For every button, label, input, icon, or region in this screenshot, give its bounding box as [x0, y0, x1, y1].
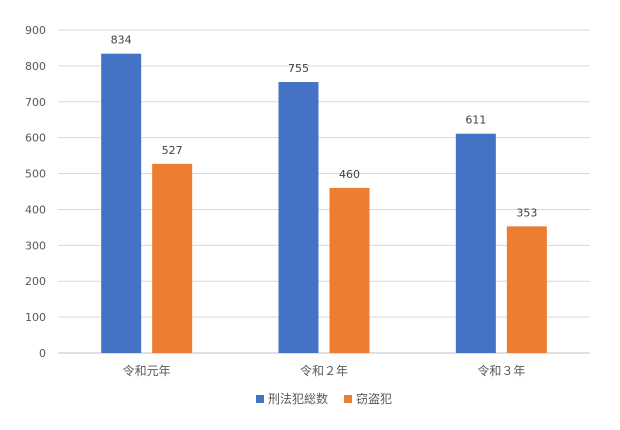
legend-swatch: [256, 395, 264, 403]
bar-theft-1: [329, 187, 370, 353]
y-tick-label: 700: [25, 96, 46, 109]
data-label: 527: [162, 144, 183, 157]
y-tick-label: 300: [25, 239, 46, 252]
legend-label: 窃盗犯: [356, 391, 392, 406]
y-tick-label: 100: [25, 311, 46, 324]
bar-total-crime-0: [101, 53, 142, 353]
bar-total-crime-2: [455, 133, 496, 353]
bar-total-crime-1: [278, 82, 319, 354]
y-tick-label: 500: [25, 168, 46, 181]
x-category-label: 令和２年: [300, 363, 348, 378]
y-axis-ticks: 0 100 200 300 400 500 600 700 800 900: [25, 24, 46, 360]
y-tick-label: 900: [25, 24, 46, 37]
data-label: 460: [339, 168, 360, 181]
data-label: 611: [465, 114, 486, 127]
x-category-label: 令和３年: [477, 363, 525, 378]
data-label: 755: [288, 62, 309, 75]
legend-swatch: [344, 395, 352, 403]
legend: 刑法犯総数 窃盗犯: [256, 391, 392, 406]
bar-theft-2: [506, 226, 547, 353]
x-category-label: 令和元年: [123, 363, 171, 378]
y-tick-label: 0: [39, 347, 46, 360]
data-label: 834: [111, 34, 132, 47]
bars: [101, 53, 547, 354]
bar-theft-0: [152, 163, 193, 353]
x-axis-categories: 令和元年 令和２年 令和３年: [123, 363, 526, 378]
data-label: 353: [516, 206, 537, 219]
y-tick-label: 200: [25, 275, 46, 288]
y-tick-label: 400: [25, 203, 46, 216]
legend-label: 刑法犯総数: [268, 391, 328, 406]
y-tick-label: 800: [25, 60, 46, 73]
gridlines: [58, 29, 590, 354]
data-labels: 834 527 755 460 611 353: [111, 34, 538, 220]
y-tick-label: 600: [25, 132, 46, 145]
